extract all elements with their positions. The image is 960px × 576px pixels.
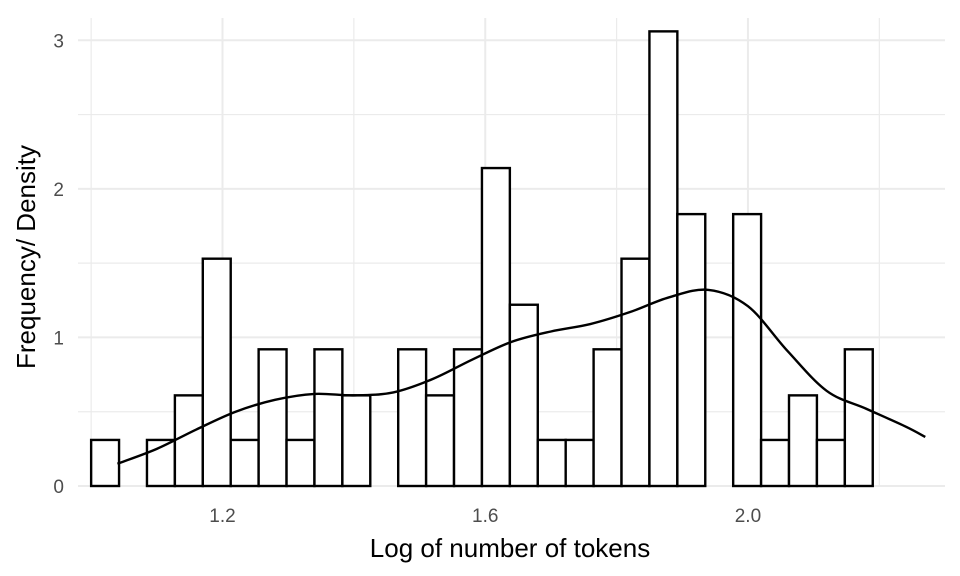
histogram-bar [424,394,456,488]
density-curve [116,288,926,465]
histogram-bar [564,438,595,488]
histogram-bar [731,212,763,488]
y-axis-title: Frequency/ Density [11,145,41,369]
histogram-bar [815,438,847,488]
histogram-bar [676,212,707,488]
histogram-bar [396,348,428,488]
histogram-bar [452,348,484,488]
x-axis-ticks: 1.2 1.6 2.0 [209,506,761,527]
histogram-bar [480,166,512,488]
histogram-bar [257,348,288,488]
histogram-bar [508,303,539,488]
histogram-bar [592,348,623,488]
x-tick-label: 1.2 [209,506,235,527]
y-axis-ticks: 0 1 2 3 [53,31,64,498]
histogram-bar [843,348,874,488]
histogram-bar [787,394,819,488]
histogram-bar [285,438,316,488]
histogram-bars [89,30,874,488]
y-tick-label: 1 [53,328,64,349]
y-tick-label: 2 [53,180,64,201]
histogram-bar [313,348,344,488]
histogram-bar [229,438,260,488]
x-axis-title: Log of number of tokens [370,533,650,563]
x-tick-label: 2.0 [735,506,761,527]
histogram-bar [536,438,567,488]
histogram-bar [173,394,204,488]
y-tick-label: 3 [53,31,64,52]
y-tick-label: 0 [53,477,64,498]
histogram-bar [201,257,232,488]
histogram-bar [89,438,121,488]
histogram-bar [341,394,372,488]
histogram-bar [620,257,651,488]
histogram-bar [648,30,679,488]
x-tick-label: 1.6 [472,506,498,527]
histogram-bar [759,438,791,488]
